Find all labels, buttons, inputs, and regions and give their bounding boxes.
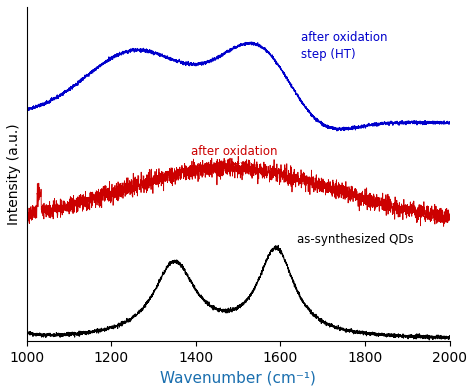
Text: after oxidation
step (HT): after oxidation step (HT) bbox=[301, 31, 388, 61]
Text: after oxidation
step (RT): after oxidation step (RT) bbox=[191, 145, 278, 175]
X-axis label: Wavenumber (cm⁻¹): Wavenumber (cm⁻¹) bbox=[160, 370, 316, 385]
Y-axis label: Intensity (a.u.): Intensity (a.u.) bbox=[7, 123, 21, 225]
Text: as-synthesized QDs: as-synthesized QDs bbox=[297, 233, 414, 246]
